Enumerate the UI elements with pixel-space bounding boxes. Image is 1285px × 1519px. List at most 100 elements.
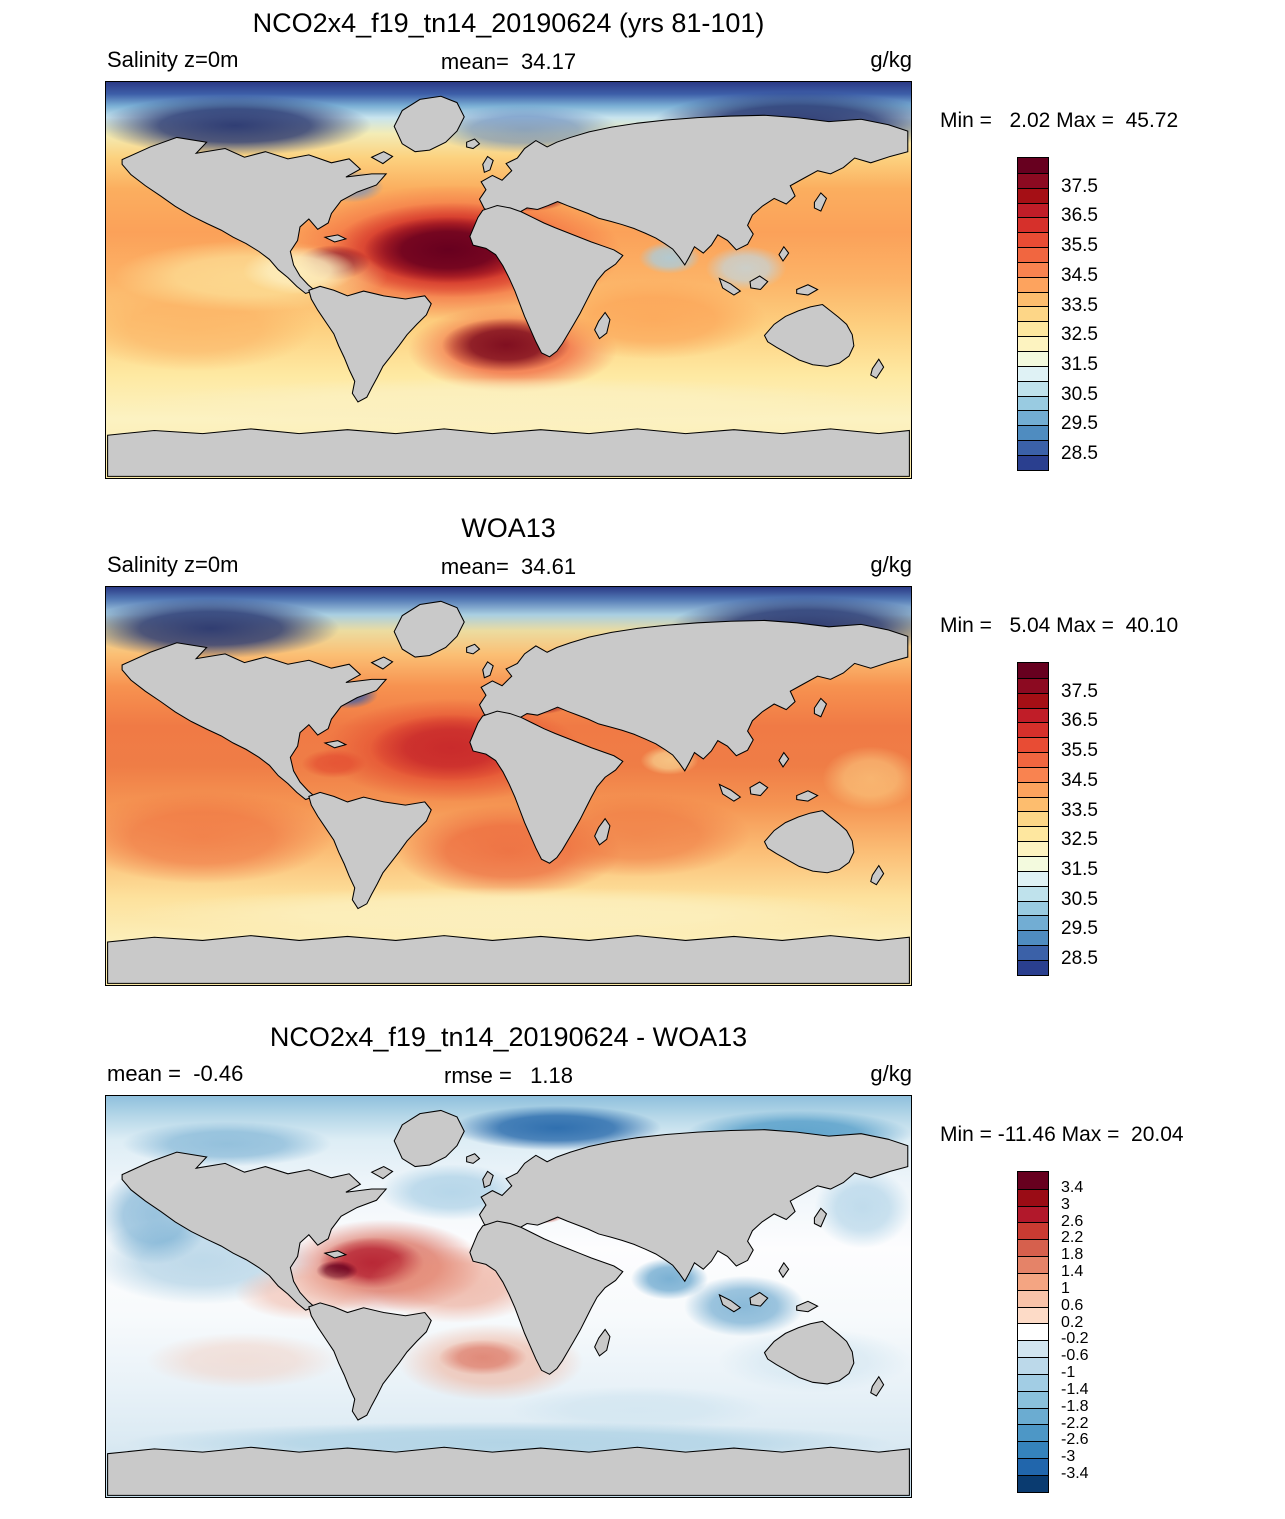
colorbar-cell bbox=[1018, 915, 1048, 931]
minmax-label: Min = 2.02 Max = 45.72 bbox=[940, 109, 1179, 132]
map-row: Min = -11.46 Max = 20.04 3.4 3 2.6 2.2 1.8 1.… bbox=[0, 1095, 1285, 1498]
colorbar-tick-label: 30.5 bbox=[1061, 888, 1098, 910]
colorbar-cell bbox=[1018, 321, 1048, 337]
colorbar-tick-label: 0.2 bbox=[1061, 1313, 1084, 1331]
colorbar-tick-label: -0.2 bbox=[1061, 1330, 1089, 1348]
colorbar-tick-label: -2.6 bbox=[1061, 1431, 1089, 1449]
colorbar-cell bbox=[1018, 692, 1048, 708]
units-label: g/kg bbox=[870, 47, 912, 72]
colorbar-cell bbox=[1018, 1256, 1048, 1273]
colorbar-cell bbox=[1018, 752, 1048, 767]
colorbar-cell bbox=[1018, 677, 1048, 693]
rmse-label: rmse = 1.18 bbox=[443, 1063, 574, 1088]
colorbar-cell bbox=[1018, 855, 1048, 871]
colorbar-cell bbox=[1018, 247, 1048, 262]
colorbar-cell bbox=[1018, 1222, 1048, 1240]
panel-title-obs: WOA13 bbox=[461, 513, 556, 543]
panel-title-model: NCO2x4_f19_tn14_20190624 (yrs 81-101) bbox=[252, 8, 765, 38]
colorbar-tick-label: 3.4 bbox=[1061, 1178, 1084, 1196]
colorbar-tick-label: 2.2 bbox=[1061, 1229, 1084, 1247]
colorbar-bar bbox=[1017, 662, 1049, 976]
mean-label: mean= 34.61 bbox=[440, 554, 577, 579]
colorbar-cell bbox=[1018, 454, 1048, 470]
map-obs bbox=[105, 586, 912, 986]
colorbar-cell bbox=[1018, 781, 1048, 797]
colorbar-tick-label: 3 bbox=[1061, 1195, 1070, 1213]
map-row: Min = 5.04 Max = 40.10 37.5 36.5 35.5 34.5 3… bbox=[0, 586, 1285, 986]
colorbar-cell bbox=[1018, 826, 1048, 842]
colorbar-cell bbox=[1018, 187, 1048, 203]
colorbar-cell bbox=[1018, 365, 1048, 381]
colorbar-bar bbox=[1017, 1171, 1049, 1493]
colorbar-cell bbox=[1018, 1306, 1048, 1324]
colorbar-cell bbox=[1018, 425, 1048, 441]
colorbar-cell bbox=[1018, 885, 1048, 901]
colorbar-salinity: 37.5 36.5 35.5 34.5 33.5 32.5 31.5 30.5 29.5 28.5 bbox=[1017, 662, 1098, 976]
subtitle-row: mean = -0.46 rmse = 1.18 g/kg bbox=[105, 1059, 912, 1095]
colorbar-tick-label: -0.6 bbox=[1061, 1347, 1089, 1365]
colorbar-tick-label: 1.4 bbox=[1061, 1263, 1084, 1281]
mean-label: mean = -0.46 bbox=[107, 1061, 244, 1086]
colorbar-tick-label: 31.5 bbox=[1061, 354, 1098, 375]
colorbar-tick-label: -1.4 bbox=[1061, 1380, 1089, 1398]
colorbar-cell bbox=[1018, 811, 1048, 827]
colorbar-tick-label: 36.5 bbox=[1061, 710, 1098, 732]
panel-title-diff: NCO2x4_f19_tn14_20190624 - WOA13 bbox=[269, 1022, 748, 1052]
colorbar-tick-label: 0.6 bbox=[1061, 1296, 1084, 1314]
colorbar-cell bbox=[1018, 1188, 1048, 1206]
colorbar-cell bbox=[1018, 1289, 1048, 1307]
colorbar-cell bbox=[1018, 722, 1048, 738]
panel-diff: NCO2x4_f19_tn14_20190624 - WOA13 mean = … bbox=[0, 1022, 1285, 1498]
variable-label: Salinity z=0m bbox=[107, 47, 239, 72]
colorbar-tick-label: -3 bbox=[1061, 1448, 1076, 1466]
colorbar-tick-label: 30.5 bbox=[1061, 383, 1098, 405]
minmax-label: Min = -11.46 Max = 20.04 bbox=[940, 1123, 1184, 1146]
colorbar-tick-label: 34.5 bbox=[1061, 769, 1098, 791]
colorbar-cell bbox=[1018, 1390, 1048, 1408]
colorbar-tick-label: -2.2 bbox=[1061, 1414, 1089, 1432]
colorbar-cell bbox=[1018, 1172, 1048, 1189]
colorbar-cell bbox=[1018, 945, 1048, 960]
colorbar-tick-label: 2.6 bbox=[1061, 1212, 1084, 1230]
colorbar-difference: 3.4 3 2.6 2.2 1.8 1.4 1 0.6 0.2 -0.2 -0.6 -1 -1.4 -1.… bbox=[1017, 1171, 1089, 1493]
colorbar-bar bbox=[1017, 157, 1049, 471]
colorbar-cell bbox=[1018, 1441, 1048, 1459]
colorbar-salinity: 37.5 36.5 35.5 34.5 33.5 32.5 31.5 30.5 29.5 28.5 bbox=[1017, 157, 1098, 471]
mean-label: mean= 34.17 bbox=[440, 49, 577, 74]
colorbar-cell bbox=[1018, 306, 1048, 322]
colorbar-tick-label: 1 bbox=[1061, 1279, 1070, 1297]
colorbar-cell bbox=[1018, 1357, 1048, 1374]
colorbar-tick-label: 28.5 bbox=[1061, 948, 1098, 970]
colorbar-cell bbox=[1018, 380, 1048, 396]
colorbar-tick-label: 35.5 bbox=[1061, 740, 1098, 762]
colorbar-cell bbox=[1018, 1340, 1048, 1358]
colorbar-tick-label: 37.5 bbox=[1061, 175, 1098, 197]
colorbar-cell bbox=[1018, 1323, 1048, 1341]
colorbar-cell bbox=[1018, 261, 1048, 277]
side-column: Min = -11.46 Max = 20.04 3.4 3 2.6 2.2 1.8 1.… bbox=[912, 1095, 1284, 1498]
colorbar-tick-label: -1.8 bbox=[1061, 1397, 1089, 1415]
colorbar-cell bbox=[1018, 870, 1048, 886]
colorbar-cell bbox=[1018, 291, 1048, 307]
colorbar-cell bbox=[1018, 217, 1048, 233]
colorbar-cell bbox=[1018, 440, 1048, 455]
colorbar-cell bbox=[1018, 1272, 1048, 1290]
colorbar-cell bbox=[1018, 1239, 1048, 1257]
panel-obs: WOA13 Salinity z=0m mean= 34.61 g/kg Min… bbox=[0, 513, 1285, 986]
colorbar-cell bbox=[1018, 1205, 1048, 1223]
map-diff bbox=[105, 1095, 912, 1498]
colorbar-tick-label: 34.5 bbox=[1061, 264, 1098, 286]
units-label: g/kg bbox=[870, 552, 912, 577]
colorbar-tick-label: 29.5 bbox=[1061, 413, 1098, 435]
colorbar-cell bbox=[1018, 959, 1048, 975]
colorbar-cell bbox=[1018, 232, 1048, 248]
colorbar-cell bbox=[1018, 1373, 1048, 1391]
side-column: Min = 2.02 Max = 45.72 37.5 36.5 35.5 34.5 3… bbox=[912, 81, 1284, 479]
colorbar-cell bbox=[1018, 900, 1048, 916]
map-model bbox=[105, 81, 912, 479]
minmax-label: Min = 5.04 Max = 40.10 bbox=[940, 614, 1179, 637]
variable-label: Salinity z=0m bbox=[107, 552, 239, 577]
colorbar-cell bbox=[1018, 1424, 1048, 1442]
colorbar-tick-label: 31.5 bbox=[1061, 859, 1098, 880]
